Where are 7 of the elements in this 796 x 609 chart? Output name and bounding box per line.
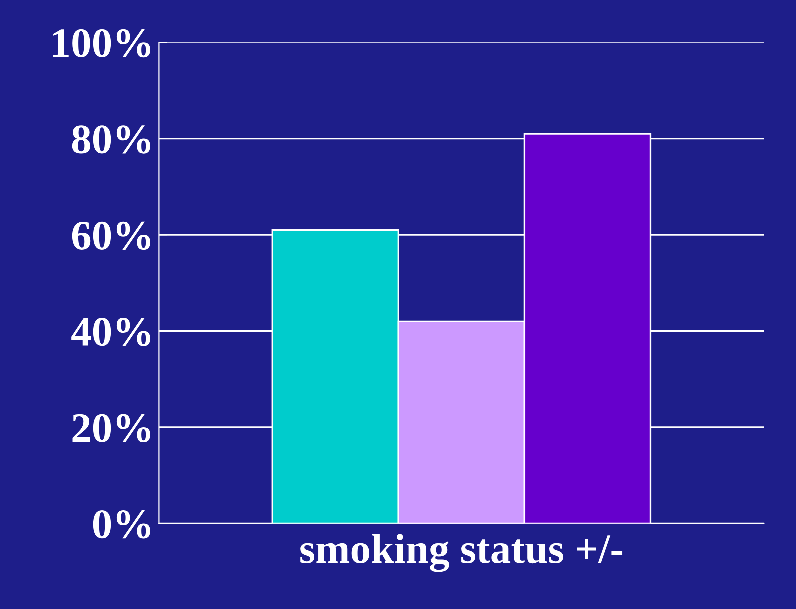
y-tick-label: 60%: [72, 222, 150, 250]
y-tick-label: 40%: [72, 318, 150, 346]
y-tick-label: 100%: [54, 29, 150, 58]
x-axis-title: smoking status +/-: [300, 534, 623, 572]
y-tick-label: 0%: [93, 510, 150, 539]
y-tick-label: 80%: [72, 126, 150, 154]
y-tick-label: 20%: [72, 414, 150, 443]
